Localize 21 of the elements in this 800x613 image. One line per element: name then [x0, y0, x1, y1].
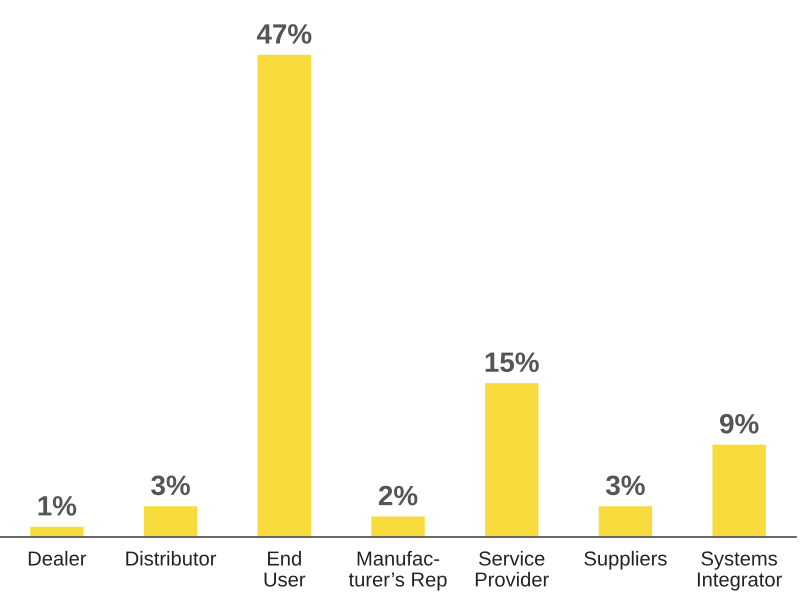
bar — [30, 526, 84, 537]
bar — [484, 383, 538, 537]
data-label: 1% — [38, 496, 76, 516]
x-tick-label: Systems Integrator — [698, 551, 782, 591]
data-label: 9% — [720, 414, 758, 434]
data-label: 15% — [486, 352, 539, 372]
x-tick-label: Distributor — [126, 550, 216, 566]
x-tick-label: Suppliers — [584, 550, 667, 570]
data-label: 47% — [256, 24, 312, 44]
data-label: 2% — [378, 486, 418, 506]
x-tick-label: Dealer — [28, 550, 86, 566]
data-label: 3% — [151, 475, 190, 496]
data-label: 3% — [606, 475, 645, 496]
x-tick-label: Service Provider — [476, 550, 549, 587]
x-tick-label: End User — [264, 550, 306, 587]
bar — [144, 506, 198, 537]
bar — [598, 506, 652, 537]
bar — [371, 516, 425, 537]
x-tick-label: Manufac- turer’s Rep — [348, 550, 447, 591]
bar — [258, 54, 312, 537]
bar — [712, 444, 766, 537]
